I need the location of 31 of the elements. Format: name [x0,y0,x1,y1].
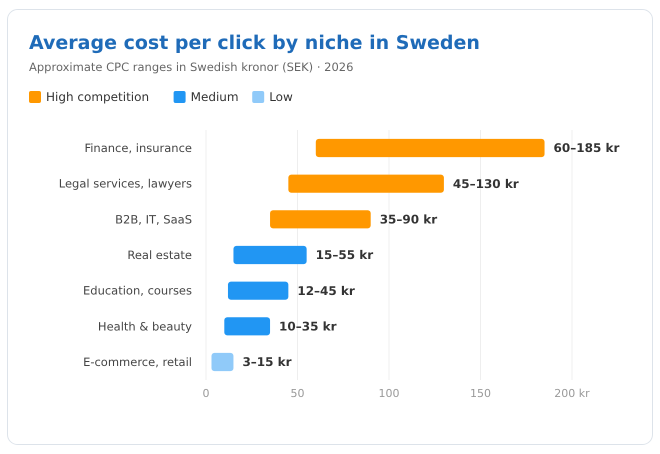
data-label: 60–185 kr [554,141,620,156]
x-tick-label: 50 [290,387,304,400]
legend-label: Medium [190,90,239,104]
data-label: 35–90 kr [380,212,438,227]
bar [211,352,234,372]
y-tick-label: Health & beauty [98,319,192,334]
y-tick-label: Real estate [127,248,192,262]
y-tick-label: Legal services, lawyers [58,176,192,191]
legend-label: High competition [46,90,150,104]
data-label: 12–45 kr [297,284,355,298]
data-label: 3–15 kr [242,355,292,370]
y-tick-label: Education, courses [83,284,192,298]
x-tick-label: 150 [470,387,491,400]
legend-label: Low [269,90,294,104]
y-tick-label: E-commerce, retail [83,355,192,370]
x-tick-label: 100 [378,387,400,400]
data-label: 45–130 kr [452,176,519,191]
bar [270,210,371,228]
y-tick-label: B2B, IT, SaaS [115,212,192,226]
data-label: 10–35 kr [279,320,337,334]
chart-title: Average cost per click by niche in Sweden [29,32,480,54]
bar [224,317,270,336]
bar [288,174,444,193]
y-tick-label: Finance, insurance [84,141,192,156]
bar [233,246,307,264]
bar [316,138,545,158]
x-tick-label: 0 [202,387,210,400]
data-label: 15–55 kr [316,248,374,262]
chart-subtitle: Approximate CPC ranges in Swedish kronor (SEK) · 2026 [29,60,354,74]
bar [228,282,288,300]
x-tick-label: 200 kr [554,387,590,400]
